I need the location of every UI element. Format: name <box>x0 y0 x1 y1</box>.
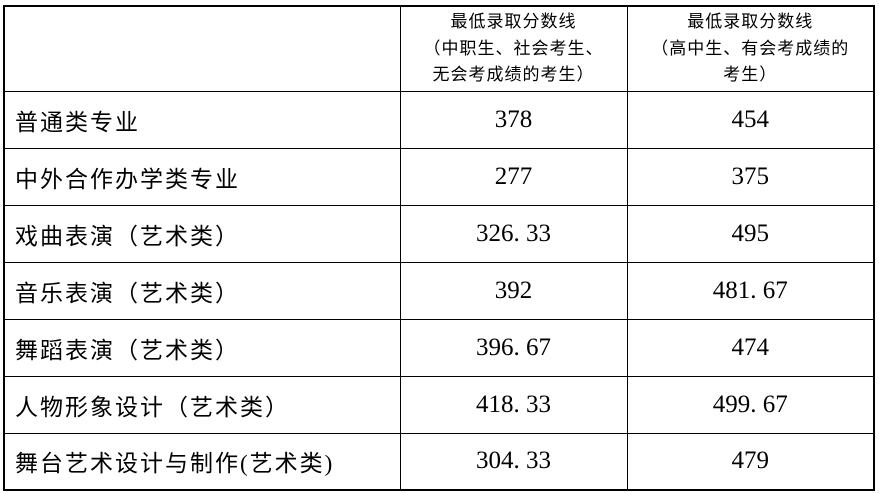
score-value: 396. 67 <box>399 318 628 377</box>
header-score-highschool: 最低录取分数线 （高中生、有会考成绩的 考生） <box>626 5 875 92</box>
header-empty-cell <box>3 5 401 92</box>
score-value: 499. 67 <box>626 375 875 434</box>
score-value: 481. 67 <box>626 261 875 320</box>
table-row: 舞蹈表演（艺术类） 396. 67 474 <box>3 318 875 377</box>
score-value: 326. 33 <box>399 204 628 263</box>
row-label: 戏曲表演（艺术类） <box>3 204 401 263</box>
score-value: 392 <box>399 261 628 320</box>
score-value: 375 <box>626 147 875 206</box>
row-label: 普通类专业 <box>3 90 401 149</box>
row-label: 音乐表演（艺术类） <box>3 261 401 320</box>
row-label: 人物形象设计（艺术类） <box>3 375 401 434</box>
row-label: 舞台艺术设计与制作(艺术类) <box>3 432 401 491</box>
score-value: 277 <box>399 147 628 206</box>
header-score-vocational: 最低录取分数线 （中职生、社会考生、 无会考成绩的考生） <box>399 5 628 92</box>
score-value: 495 <box>626 204 875 263</box>
score-value: 304. 33 <box>399 432 628 491</box>
table-row: 人物形象设计（艺术类） 418. 33 499. 67 <box>3 375 875 434</box>
table-row: 戏曲表演（艺术类） 326. 33 495 <box>3 204 875 263</box>
table-row: 舞台艺术设计与制作(艺术类) 304. 33 479 <box>3 432 875 491</box>
table-header-row: 最低录取分数线 （中职生、社会考生、 无会考成绩的考生） 最低录取分数线 （高中… <box>3 5 875 92</box>
table-row: 中外合作办学类专业 277 375 <box>3 147 875 206</box>
table-row: 音乐表演（艺术类） 392 481. 67 <box>3 261 875 320</box>
score-value: 418. 33 <box>399 375 628 434</box>
score-value: 454 <box>626 90 875 149</box>
score-value: 378 <box>399 90 628 149</box>
score-value: 479 <box>626 432 875 491</box>
score-value: 474 <box>626 318 875 377</box>
admission-score-table: 最低录取分数线 （中职生、社会考生、 无会考成绩的考生） 最低录取分数线 （高中… <box>3 5 875 491</box>
table-row: 普通类专业 378 454 <box>3 90 875 149</box>
row-label: 舞蹈表演（艺术类） <box>3 318 401 377</box>
row-label: 中外合作办学类专业 <box>3 147 401 206</box>
